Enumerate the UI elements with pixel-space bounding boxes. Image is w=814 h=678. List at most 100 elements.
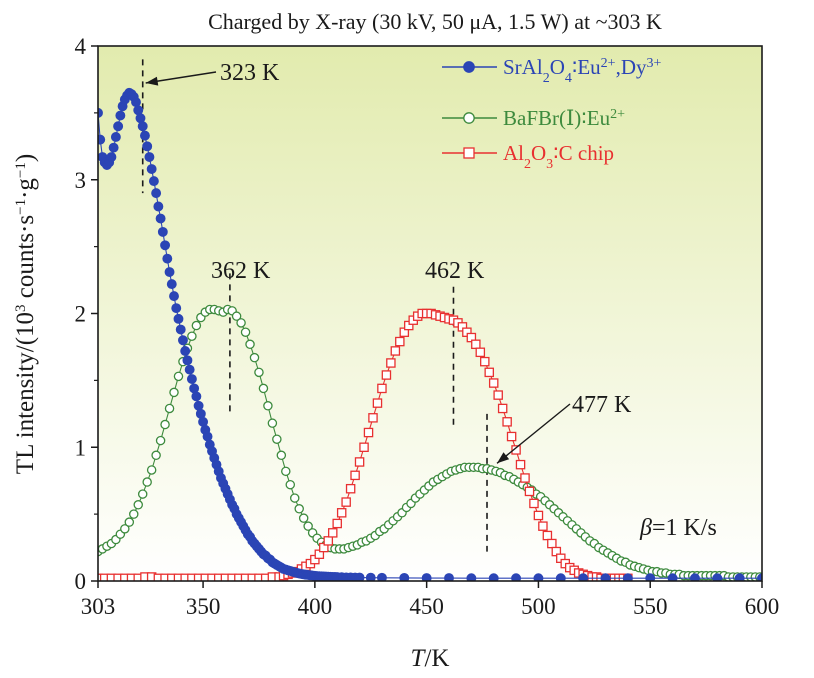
data-point-sral — [421, 573, 432, 581]
data-point-al2o3 — [497, 403, 508, 414]
x-tick-label: 400 — [298, 594, 333, 619]
data-point-bafbr — [249, 352, 260, 363]
data-point-sral — [191, 391, 202, 402]
peak-label-477: 477 K — [572, 392, 632, 418]
legend-item-sral: SrAl2O4∶Eu2+,Dy3+ — [442, 55, 661, 86]
data-point-al2o3 — [520, 473, 530, 483]
data-point-al2o3 — [547, 538, 557, 549]
data-point-al2o3 — [390, 346, 401, 356]
data-point-al2o3 — [488, 378, 499, 388]
data-point-sral — [622, 573, 633, 581]
data-point-sral — [146, 164, 157, 175]
data-point-al2o3 — [327, 528, 338, 538]
data-point-bafbr — [187, 331, 197, 341]
data-point-sral — [193, 400, 204, 411]
legend-label: Al2O3∶C chip — [503, 141, 614, 172]
data-point-al2o3 — [484, 367, 494, 378]
data-point-sral — [189, 383, 200, 394]
data-point-bafbr — [298, 513, 309, 523]
data-point-sral — [182, 355, 193, 366]
peak-label-323: 323 K — [220, 60, 280, 86]
peak-marker-lines — [141, 59, 488, 552]
data-point-sral — [139, 130, 150, 141]
data-point-sral — [142, 141, 153, 152]
peak-arrow-323-head — [145, 76, 159, 86]
data-point-bafbr — [245, 339, 255, 350]
data-point-al2o3 — [533, 510, 544, 521]
data-point-bafbr — [276, 450, 287, 461]
data-point-al2o3 — [363, 427, 374, 438]
data-point-sral — [110, 131, 121, 142]
data-point-bafbr — [137, 489, 148, 499]
data-point-sral — [137, 121, 148, 132]
data-point-bafbr — [164, 403, 175, 414]
data-point-sral — [144, 152, 155, 162]
data-point-sral — [645, 573, 656, 581]
data-point-al2o3 — [381, 370, 392, 380]
legend-item-bafbr: BaFBr(Ⅰ)∶Eu2+ — [442, 106, 625, 130]
data-point-al2o3 — [493, 390, 503, 400]
legend-marker — [463, 112, 475, 124]
data-point-sral — [173, 313, 184, 324]
data-point-bafbr — [155, 435, 166, 446]
y-tick-label: 3 — [75, 168, 87, 193]
legend: SrAl2O4∶Eu2+,Dy3+ BaFBr(Ⅰ)∶Eu2+ Al2O3∶C ch… — [442, 55, 661, 172]
data-point-al2o3 — [502, 417, 512, 427]
legend-label: SrAl2O4∶Eu2+,Dy3+ — [503, 55, 661, 86]
y-tick-label: 0 — [75, 569, 87, 594]
data-point-al2o3 — [359, 442, 369, 452]
x-tick-label: 550 — [633, 594, 668, 619]
data-point-al2o3 — [529, 498, 539, 509]
data-point-sral — [164, 267, 175, 277]
data-point-al2o3 — [386, 358, 396, 368]
data-point-al2o3 — [480, 356, 490, 367]
data-point-al2o3 — [354, 457, 365, 467]
data-point-bafbr — [285, 479, 296, 490]
data-point-al2o3 — [511, 445, 521, 455]
chart-title: Charged by X-ray (30 kV, 50 μA, 1.5 W) a… — [208, 9, 662, 34]
data-point-sral — [135, 113, 146, 124]
data-point-al2o3 — [350, 470, 360, 481]
data-point-sral — [160, 240, 171, 251]
data-point-sral — [399, 572, 410, 581]
data-point-sral — [689, 573, 700, 581]
data-point-sral — [555, 573, 566, 581]
data-point-bafbr — [160, 419, 170, 430]
data-point-sral — [98, 134, 106, 145]
data-point-bafbr — [231, 311, 242, 321]
data-point-sral — [108, 142, 119, 153]
data-point-al2o3 — [372, 398, 383, 408]
data-point-al2o3 — [395, 336, 405, 347]
data-point-al2o3 — [471, 339, 481, 350]
data-point-sral — [667, 573, 678, 581]
data-point-sral — [533, 573, 544, 581]
y-axis-label: TL intensity/(103 counts·s−1·g−1) — [12, 154, 39, 474]
data-point-al2o3 — [538, 521, 548, 531]
data-point-bafbr — [169, 387, 179, 398]
x-tick-label: 600 — [745, 594, 780, 619]
data-point-al2o3 — [524, 486, 535, 497]
peak-arrow-477 — [496, 403, 571, 464]
data-point-sral — [98, 107, 103, 118]
data-point-bafbr — [173, 371, 184, 382]
data-point-sral — [151, 188, 162, 199]
legend-item-al2o3: Al2O3∶C chip — [442, 141, 614, 172]
data-point-bafbr — [124, 517, 135, 527]
data-point-sral — [178, 335, 188, 346]
data-point-bafbr — [191, 320, 202, 331]
data-point-al2o3 — [475, 347, 486, 358]
data-point-al2o3 — [515, 459, 526, 470]
data-point-bafbr — [267, 418, 278, 428]
data-point-sral — [162, 253, 173, 264]
data-point-bafbr — [289, 493, 300, 503]
data-point-bafbr — [151, 450, 161, 461]
data-point-sral — [157, 226, 168, 237]
data-point-sral — [712, 573, 723, 581]
x-axis: 303 350 400 450 500 550 600 — [81, 581, 780, 619]
data-point-al2o3 — [542, 530, 553, 541]
legend-label: BaFBr(Ⅰ)∶Eu2+ — [503, 106, 625, 130]
data-point-sral — [113, 121, 124, 132]
data-point-bafbr — [133, 500, 143, 510]
y-axis: 0 1 2 3 4 — [75, 34, 98, 594]
